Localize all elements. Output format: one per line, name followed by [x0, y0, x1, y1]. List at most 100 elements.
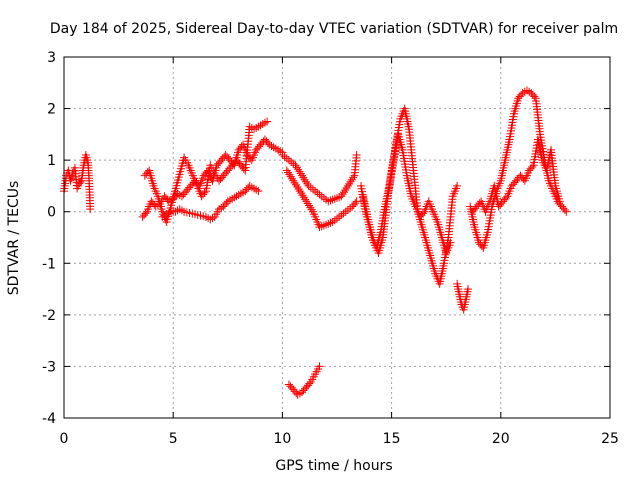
data-point [341, 207, 350, 216]
data-point [294, 185, 303, 194]
data-point [293, 182, 302, 191]
data-point [528, 163, 537, 172]
data-point [288, 174, 297, 183]
data-point [302, 197, 311, 206]
data-points [60, 86, 571, 399]
data-point [307, 205, 316, 214]
data-point [346, 177, 355, 186]
series-seg-19h-second [468, 135, 564, 216]
data-point [301, 177, 310, 186]
data-point [337, 211, 346, 220]
y-tick-label: 0 [47, 205, 56, 221]
data-point [345, 179, 354, 188]
data-point [284, 168, 293, 177]
data-point [292, 163, 301, 172]
data-point [299, 193, 308, 202]
data-point [343, 181, 352, 190]
x-axis-label: GPS time / hours [275, 458, 392, 474]
data-point [280, 152, 289, 161]
data-point [306, 183, 315, 192]
data-point [285, 170, 294, 179]
x-tick-label: 10 [273, 431, 291, 447]
grid [64, 57, 610, 418]
x-tick-label: 20 [492, 431, 510, 447]
data-point [446, 238, 455, 247]
data-point [335, 212, 344, 221]
y-axis-label: SDTVAR / TECUs [6, 181, 22, 296]
data-point [317, 192, 326, 201]
x-tick-label: 15 [383, 431, 401, 447]
data-point [303, 179, 312, 188]
x-tick-label: 0 [60, 431, 69, 447]
data-point [208, 214, 217, 223]
data-point [290, 178, 299, 187]
data-point [343, 205, 352, 214]
y-tick-label: -4 [42, 411, 56, 427]
data-point [560, 205, 569, 214]
data-point [338, 190, 347, 199]
data-point [298, 191, 307, 200]
data-point [177, 206, 186, 215]
axis-ticks: 0 5 10 15 20 25 -4 -3 -2 -1 0 1 2 3 [42, 50, 619, 447]
data-point [295, 187, 304, 196]
data-point [313, 188, 322, 197]
data-point [76, 178, 85, 187]
data-point [339, 209, 348, 218]
data-point [200, 188, 209, 197]
plot-frame [63, 56, 611, 419]
data-point [301, 195, 310, 204]
data-point [284, 156, 293, 165]
data-point [305, 379, 314, 388]
data-point [291, 180, 300, 189]
data-point [501, 193, 510, 202]
data-point [337, 192, 346, 201]
data-point [287, 157, 296, 166]
series-seg-10h [278, 150, 361, 206]
series-seg-14h [357, 104, 462, 288]
series-seg-10h-lower [282, 166, 361, 232]
chart-title: Day 184 of 2025, Sidereal Day-to-day VTE… [50, 21, 618, 37]
data-point [347, 175, 356, 184]
series-seg-4h-lower [158, 181, 263, 224]
data-point [315, 362, 324, 371]
y-tick-label: 2 [47, 102, 56, 118]
data-point [296, 169, 305, 178]
data-point [289, 159, 298, 168]
series-seg-negative-11h [284, 362, 324, 399]
data-point [300, 175, 309, 184]
data-point [308, 185, 317, 194]
data-point [333, 214, 341, 223]
data-point [346, 204, 355, 213]
data-point [294, 165, 303, 174]
data-point [239, 164, 248, 173]
series-seg-18h [453, 279, 473, 314]
data-point [464, 285, 473, 294]
data-point [555, 197, 564, 206]
y-tick-label: 1 [47, 153, 56, 169]
data-point [342, 183, 351, 192]
data-point [349, 173, 358, 182]
data-point [282, 166, 291, 175]
data-point [291, 161, 300, 170]
data-point [141, 209, 150, 218]
data-point [286, 172, 295, 181]
data-point [289, 176, 298, 185]
data-point [562, 207, 571, 216]
data-point [315, 190, 324, 199]
data-point [297, 189, 306, 198]
data-point [295, 167, 304, 176]
y-tick-label: 3 [47, 50, 56, 66]
data-point [306, 203, 315, 212]
data-point [86, 205, 95, 214]
data-point [282, 154, 291, 163]
data-point [263, 117, 272, 126]
data-point [352, 150, 361, 159]
data-point [254, 187, 263, 196]
data-point [339, 188, 348, 197]
data-point [418, 209, 427, 218]
data-point [305, 201, 314, 210]
x-tick-label: 5 [169, 431, 178, 447]
y-tick-label: -3 [42, 359, 56, 375]
x-tick-label: 25 [601, 431, 619, 447]
